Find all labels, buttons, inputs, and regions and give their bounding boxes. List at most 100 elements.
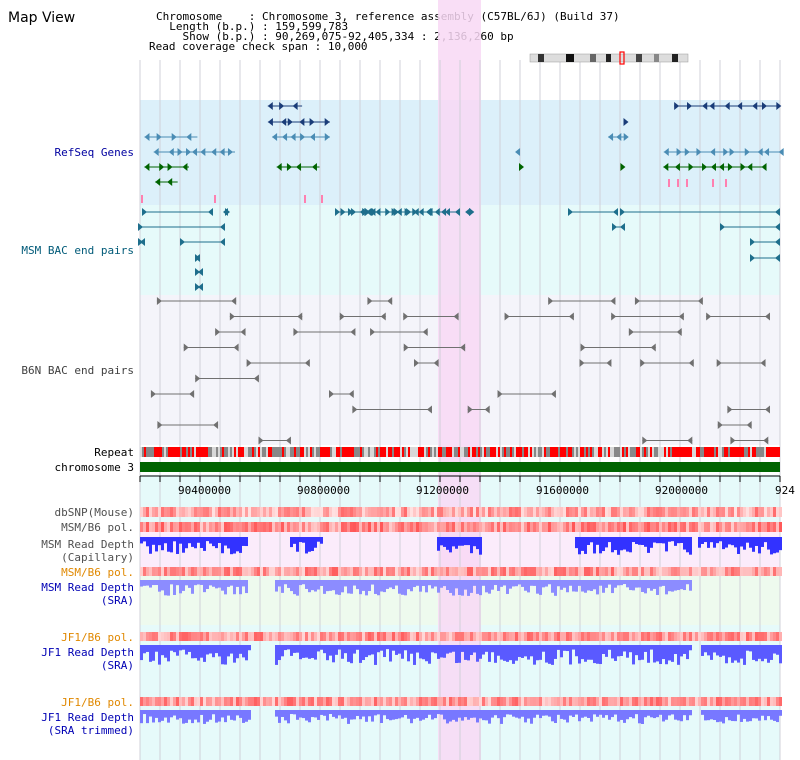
jf1-sra-depth-bar	[161, 645, 164, 656]
msm-pol-cell	[497, 522, 500, 532]
msm-sra-depth-bar	[530, 580, 533, 586]
gene-exon	[227, 148, 233, 156]
jf1-sra-depth-bar	[776, 645, 779, 655]
bac-end-arrow	[385, 208, 391, 216]
jf1-trim-depth-bar	[338, 710, 341, 716]
repeat-block	[760, 447, 762, 457]
dbsnp-cell	[644, 507, 647, 517]
jf1-pol2-cell	[530, 697, 533, 706]
msm-pol-cell	[644, 522, 647, 532]
jf1-sra-depth-bar	[476, 645, 479, 662]
jf1-trim-depth-bar	[452, 710, 455, 720]
dbsnp-cell	[395, 507, 398, 517]
jf1-pol-cell	[641, 632, 644, 641]
jf1-pol2-cell	[644, 697, 647, 706]
repeat-block	[684, 447, 686, 457]
msm-sra-depth-bar	[278, 580, 281, 587]
jf1-sra-depth-bar	[464, 645, 467, 660]
jf1-sra-depth-bar	[230, 645, 233, 654]
jf1-pol-cell	[710, 632, 713, 641]
dbsnp-cell	[146, 507, 149, 517]
msm-cap-depth-bar	[473, 537, 476, 547]
dbsnp-cell	[179, 507, 182, 517]
repeat-block	[474, 447, 476, 457]
msm-pol-cell	[698, 522, 701, 532]
repeat-block	[518, 447, 520, 457]
msm-pol2-cell	[353, 567, 356, 576]
repeat-block	[154, 447, 156, 457]
jf1-sra-depth-bar	[542, 645, 545, 652]
msm-pol2-cell	[389, 567, 392, 576]
jf1-sra-depth-bar	[146, 645, 149, 652]
jf1-trim-depth-bar	[485, 710, 488, 721]
msm-cap-depth-bar	[155, 537, 158, 552]
jf1-sra-depth-bar	[731, 645, 734, 663]
repeat-block	[604, 447, 606, 457]
repeat-block	[392, 447, 394, 457]
msm-cap-depth-bar	[440, 537, 443, 546]
msm-pol2-cell	[404, 567, 407, 576]
jf1-sra-depth-bar	[773, 645, 776, 654]
msm-cap-depth-bar	[698, 537, 701, 548]
msm-pol-cell	[599, 522, 602, 532]
jf1-pol-cell	[500, 632, 503, 641]
msm-sra-depth-bar	[224, 580, 227, 595]
msm-pol2-cell	[356, 567, 359, 576]
repeat-block	[444, 447, 446, 457]
msm-pol2-cell	[314, 567, 317, 576]
msm-pol2-cell	[296, 567, 299, 576]
repeat-block	[656, 447, 658, 457]
repeat-block	[492, 447, 494, 457]
dbsnp-cell	[470, 507, 473, 517]
ideogram-band	[606, 54, 611, 62]
dbsnp-cell	[650, 507, 653, 517]
gene-exon	[710, 148, 716, 156]
msm-cap-depth-bar	[752, 537, 755, 552]
chromosome-ideogram[interactable]	[529, 51, 689, 65]
jf1-pol-cell	[668, 632, 671, 641]
msm-pol-cell	[416, 522, 419, 532]
jf1-sra-depth-bar	[605, 645, 608, 657]
b6n-end-arrow	[304, 359, 310, 367]
jf1-trim-depth-bar	[206, 710, 209, 722]
jf1-sra-depth-bar	[452, 645, 455, 652]
bac-end-arrow	[198, 268, 203, 276]
repeat-block	[222, 447, 224, 457]
track-label-jf1-depth-sra: JF1 Read Depth (SRA)	[0, 646, 134, 672]
repeat-block	[668, 447, 670, 457]
dbsnp-cell	[440, 507, 443, 517]
jf1-sra-depth-bar	[404, 645, 407, 651]
msm-pol2-cell	[422, 567, 425, 576]
msm-pol2-cell	[194, 567, 197, 576]
jf1-sra-depth-bar	[539, 645, 542, 660]
repeat-block	[642, 447, 644, 457]
msm-pol-cell	[623, 522, 626, 532]
b6n-end-arrow	[688, 359, 694, 367]
jf1-pol2-cell	[575, 697, 578, 706]
msm-cap-depth-bar	[458, 537, 461, 546]
msm-sra-depth-bar	[557, 580, 560, 587]
repeat-block	[166, 447, 168, 457]
jf1-pol2-cell	[359, 697, 362, 706]
msm-pol2-cell	[626, 567, 629, 576]
msm-sra-depth-bar	[413, 580, 416, 588]
jf1-pol2-cell	[395, 697, 398, 706]
jf1-pol-cell	[350, 632, 353, 641]
dbsnp-cell	[293, 507, 296, 517]
msm-pol-cell	[710, 522, 713, 532]
jf1-pol-cell	[203, 632, 206, 641]
jf1-trim-depth-bar	[659, 710, 662, 715]
gene-exon	[290, 133, 296, 141]
jf1-trim-depth-bar	[299, 710, 302, 718]
jf1-trim-depth-bar	[140, 710, 143, 724]
jf1-pol2-cell	[440, 697, 443, 706]
jf1-sra-depth-bar	[653, 645, 656, 663]
jf1-trim-depth-bar	[587, 710, 590, 718]
msm-pol-cell	[446, 522, 449, 532]
msm-pol2-cell	[446, 567, 449, 576]
dbsnp-cell	[587, 507, 590, 517]
msm-pol2-cell	[617, 567, 620, 576]
ideogram-band	[538, 54, 544, 62]
msm-sra-depth-bar	[653, 580, 656, 589]
